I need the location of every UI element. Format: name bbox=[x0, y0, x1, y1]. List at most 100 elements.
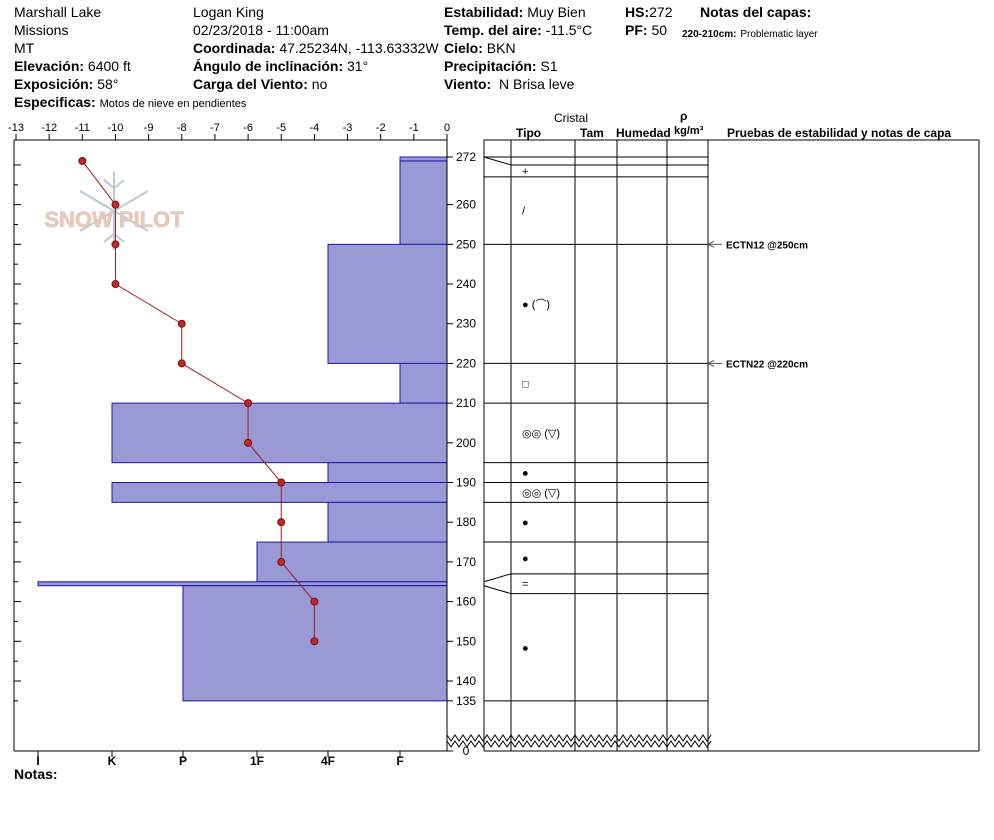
aspect-value: 58° bbox=[97, 76, 119, 92]
snowpilot-logo: SNOW PILOT bbox=[44, 172, 185, 250]
grain-table: + / ● (⌒) □ ◎◎ (▽) ● ◎◎ (▽) ● ● = ● bbox=[446, 139, 980, 752]
observer: Logan King bbox=[193, 4, 264, 20]
grain-symbol: □ bbox=[522, 378, 529, 390]
state: MT bbox=[14, 40, 35, 56]
datetime: 02/23/2018 - 11:00am bbox=[193, 22, 329, 38]
moisture-header: Humedad bbox=[616, 126, 671, 140]
temp-point bbox=[78, 156, 87, 165]
layer-note-text: Problematic layer bbox=[740, 29, 818, 40]
specifics-row: Especificas: Motos de nieve en pendiente… bbox=[14, 94, 246, 112]
wind-label: Viento: bbox=[444, 76, 492, 92]
depth-label: 230 bbox=[456, 317, 476, 331]
density-unit-header: kg/m³ bbox=[674, 125, 704, 137]
grain-symbol: + bbox=[522, 166, 528, 178]
temp-tick-label: -12 bbox=[41, 122, 57, 134]
depth-label: 160 bbox=[456, 595, 476, 609]
depth-label: 135 bbox=[456, 694, 476, 708]
tests-header: Pruebas de estabilidad y notas de capa bbox=[727, 126, 952, 140]
elevation-value: 6400 ft bbox=[87, 58, 131, 74]
grain-symbol: ● (⌒) bbox=[522, 298, 550, 311]
hardness-label: I bbox=[36, 754, 39, 768]
rho-header: ρ bbox=[680, 109, 688, 123]
grain-symbol: ● bbox=[522, 468, 529, 480]
aspect-label: Exposición: bbox=[14, 76, 94, 92]
temp-tick-label: -7 bbox=[210, 122, 220, 134]
air-temp-label: Temp. del aire: bbox=[444, 22, 542, 38]
coordinate-row: Coordinada: 47.25234N, -113.63332W bbox=[193, 40, 439, 56]
temp-tick-label: -8 bbox=[177, 122, 187, 134]
wind-load-row: Carga del Viento: no bbox=[193, 76, 327, 92]
layer-note-row: 220-210cm: Problematic layer bbox=[682, 24, 818, 43]
hardness-bar bbox=[399, 160, 448, 245]
temp-point bbox=[277, 518, 286, 527]
depth-label: 0 bbox=[463, 744, 470, 758]
coordinate-label: Coordinada: bbox=[193, 40, 276, 56]
depth-label: 140 bbox=[456, 674, 476, 688]
wind-row: Viento: N Brisa leve bbox=[444, 76, 574, 92]
aspect-row: Exposición: 58° bbox=[14, 76, 118, 92]
wind-load-value: no bbox=[311, 76, 328, 92]
temp-point bbox=[244, 399, 253, 408]
temp-tick-label: -6 bbox=[243, 122, 253, 134]
grain-symbol: = bbox=[522, 579, 528, 591]
grain-symbol: ◎◎ (▽) bbox=[522, 487, 560, 499]
layer-note-range: 220-210cm: bbox=[682, 29, 737, 40]
grain-symbol: / bbox=[522, 206, 526, 218]
temp-point bbox=[111, 200, 120, 209]
pf-value: 50 bbox=[651, 22, 668, 38]
depth-label: 250 bbox=[456, 237, 476, 251]
elevation-label: Elevación: bbox=[14, 58, 85, 74]
stability-row: Estabilidad: Muy Bien bbox=[444, 4, 586, 20]
depth-label: 272 bbox=[456, 150, 476, 164]
hs-value: 272 bbox=[649, 4, 673, 20]
depth-label: 190 bbox=[456, 476, 476, 490]
temp-point bbox=[277, 557, 286, 566]
hardness-bar bbox=[399, 362, 448, 404]
temp-point bbox=[277, 478, 286, 487]
temp-tick-label: -1 bbox=[409, 122, 419, 134]
temp-tick-label: -9 bbox=[144, 122, 154, 134]
test-label: ECTN22 @220cm bbox=[726, 359, 808, 370]
depth-label: 240 bbox=[456, 277, 476, 291]
precip-value: S1 bbox=[540, 58, 558, 74]
temp-point bbox=[111, 280, 120, 289]
depth-label: 170 bbox=[456, 555, 476, 569]
temp-tick-label: -10 bbox=[108, 122, 124, 134]
temp-point bbox=[177, 319, 186, 328]
depth-label: 210 bbox=[456, 396, 476, 410]
depth-label: 150 bbox=[456, 634, 476, 648]
temp-point bbox=[244, 438, 253, 447]
temp-point bbox=[111, 240, 120, 249]
air-temp-row: Temp. del aire: -11.5°C bbox=[444, 22, 592, 38]
type-header: Tipo bbox=[516, 126, 542, 140]
air-temp-value: -11.5°C bbox=[545, 22, 593, 38]
hardness-bars bbox=[37, 156, 448, 702]
hardness-bar bbox=[399, 156, 448, 162]
hardness-label: K bbox=[108, 754, 117, 768]
sky-label: Cielo: bbox=[444, 40, 483, 56]
stability-label: Estabilidad: bbox=[444, 4, 524, 20]
test-label: ECTN12 @250cm bbox=[726, 240, 808, 251]
pf-label: PF: bbox=[625, 22, 648, 38]
temp-tick-label: -4 bbox=[309, 122, 319, 134]
depth-label: 180 bbox=[456, 515, 476, 529]
test-arrowhead bbox=[706, 240, 715, 248]
specifics-label: Especificas: bbox=[14, 94, 96, 110]
temp-tick-label: -2 bbox=[376, 122, 386, 134]
slope-label: Ángulo de inclinación: bbox=[193, 58, 344, 74]
hardness-bar bbox=[111, 402, 448, 464]
location: Marshall Lake bbox=[14, 4, 102, 20]
precip-row: Precipitación: S1 bbox=[444, 58, 558, 74]
slope-value: 31° bbox=[347, 58, 369, 74]
test-arrowhead bbox=[706, 359, 715, 367]
size-header: Tam bbox=[580, 126, 604, 140]
range: Missions bbox=[14, 22, 69, 38]
notes-label: Notas: bbox=[14, 766, 58, 782]
crystal-header: Cristal bbox=[554, 111, 589, 125]
break-wave bbox=[446, 740, 712, 748]
grain-symbol: ● bbox=[522, 517, 529, 529]
temperature-profile bbox=[78, 156, 319, 646]
temp-tick-label: -5 bbox=[276, 122, 286, 134]
hs-label: HS: bbox=[625, 4, 650, 20]
